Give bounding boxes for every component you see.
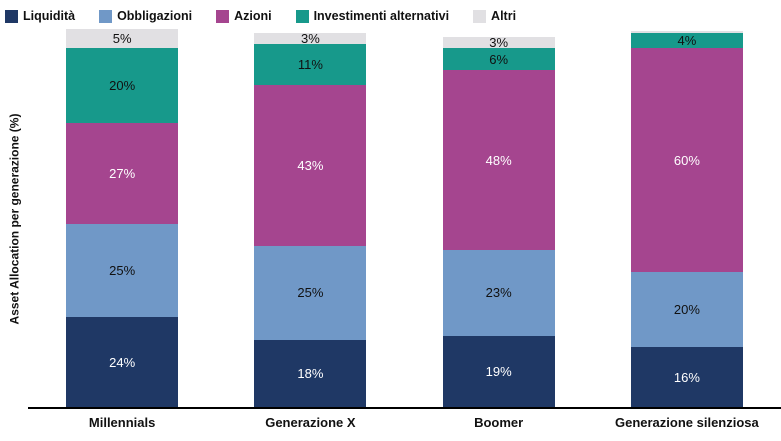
- segment-value-label: 16%: [673, 369, 700, 385]
- segment-value-label: 19%: [485, 363, 512, 379]
- segment-value-label: 6%: [489, 51, 509, 67]
- bar-segment: 27%: [66, 122, 179, 224]
- bar-segment: 25%: [66, 223, 179, 318]
- bar-segment: 24%: [66, 317, 179, 407]
- legend-item: Investimenti alternativi: [295, 8, 450, 23]
- segment-value-label: 18%: [297, 365, 324, 381]
- bar-segment: 3%: [442, 34, 555, 50]
- segment-value-label: 3%: [489, 34, 509, 50]
- x-axis-category-label: Generazione X: [265, 414, 356, 430]
- segment-value-label: 4%: [677, 33, 697, 48]
- legend-item: Azioni: [216, 8, 272, 23]
- x-axis-category-label: Millennials: [88, 414, 156, 430]
- segment-value-label: 11%: [297, 57, 323, 73]
- segment-value-label: 23%: [485, 285, 512, 301]
- bar-segment: 20%: [66, 47, 179, 123]
- stacked-bar: 19% 23% 48% 6% 3%: [442, 34, 555, 407]
- legend-item: Liquidità: [5, 8, 76, 23]
- bar-segment: 6%: [442, 47, 555, 71]
- chart-main-area: Asset Allocation per generazione (%) 24%…: [0, 29, 781, 435]
- legend-swatch-icon: [295, 9, 309, 23]
- bar-segment: [630, 31, 743, 34]
- chart-legend: Liquidità Obbligazioni Azioni Investimenti …: [0, 0, 781, 27]
- bar-segment: 23%: [442, 249, 555, 336]
- legend-label: Liquidità: [23, 8, 76, 23]
- stacked-bar: 16% 20% 60% 4%: [630, 31, 743, 407]
- bar-slot: 19% 23% 48% 6% 3%: [405, 29, 593, 407]
- bar-segment: 20%: [630, 272, 743, 348]
- stacked-bar: 24% 25% 27% 20% 5%: [66, 29, 179, 407]
- legend-label: Investimenti alternativi: [313, 8, 450, 23]
- bar-segment: 43%: [254, 85, 367, 247]
- bar-slot: 24% 25% 27% 20% 5%: [28, 29, 216, 407]
- y-axis-label-container: Asset Allocation per generazione (%): [0, 29, 28, 409]
- bar-slot: 16% 20% 60% 4%: [593, 29, 781, 407]
- legend-label: Obbligazioni: [117, 8, 193, 23]
- legend-item: Obbligazioni: [99, 8, 193, 23]
- bar-segment: 19%: [442, 335, 555, 407]
- legend-label: Altri: [491, 8, 517, 23]
- plot-column: 24% 25% 27% 20% 5% 18% 25% 43% 11% 3% 19% 23% 48% 6% 3…: [28, 29, 781, 435]
- x-axis-labels: Millennials Generazione X Boomer Generazion…: [28, 409, 781, 435]
- bar-segment: 25%: [254, 246, 367, 340]
- bar-segment: 11%: [254, 44, 367, 86]
- segment-value-label: 20%: [109, 77, 136, 93]
- legend-swatch-icon: [473, 9, 487, 23]
- bar-segment: 4%: [630, 33, 743, 48]
- plot-area: 24% 25% 27% 20% 5% 18% 25% 43% 11% 3% 19% 23% 48% 6% 3…: [28, 29, 781, 409]
- legend-swatch-icon: [5, 9, 18, 23]
- segment-value-label: 48%: [485, 152, 512, 168]
- segment-value-label: 27%: [109, 165, 136, 181]
- legend-item: Altri: [473, 8, 517, 23]
- y-axis-label: Asset Allocation per generazione (%): [7, 113, 21, 325]
- segment-value-label: 24%: [109, 354, 136, 370]
- segment-value-label: 3%: [300, 31, 320, 47]
- segment-value-label: 60%: [673, 152, 700, 168]
- bar-segment: 48%: [442, 70, 555, 250]
- segment-value-label: 25%: [109, 263, 136, 278]
- x-axis-category-label: Boomer: [474, 414, 524, 430]
- bar-segment: 3%: [254, 31, 367, 47]
- legend-swatch-icon: [216, 9, 230, 23]
- stacked-bar: 18% 25% 43% 11% 3%: [254, 31, 367, 407]
- bar-segment: 16%: [630, 347, 743, 407]
- bar-slot: 18% 25% 43% 11% 3%: [216, 29, 404, 407]
- bar-segment: 60%: [630, 47, 743, 273]
- legend-label: Azioni: [234, 8, 272, 23]
- segment-value-label: 25%: [297, 285, 324, 301]
- segment-value-label: 20%: [673, 302, 700, 318]
- bar-segment: 18%: [254, 339, 367, 407]
- segment-value-label: 43%: [297, 158, 324, 174]
- bar-segment: 5%: [66, 29, 179, 48]
- segment-value-label: 5%: [112, 31, 132, 47]
- x-axis-category-label: Generazione silenziosa: [614, 414, 759, 430]
- legend-swatch-icon: [99, 9, 113, 23]
